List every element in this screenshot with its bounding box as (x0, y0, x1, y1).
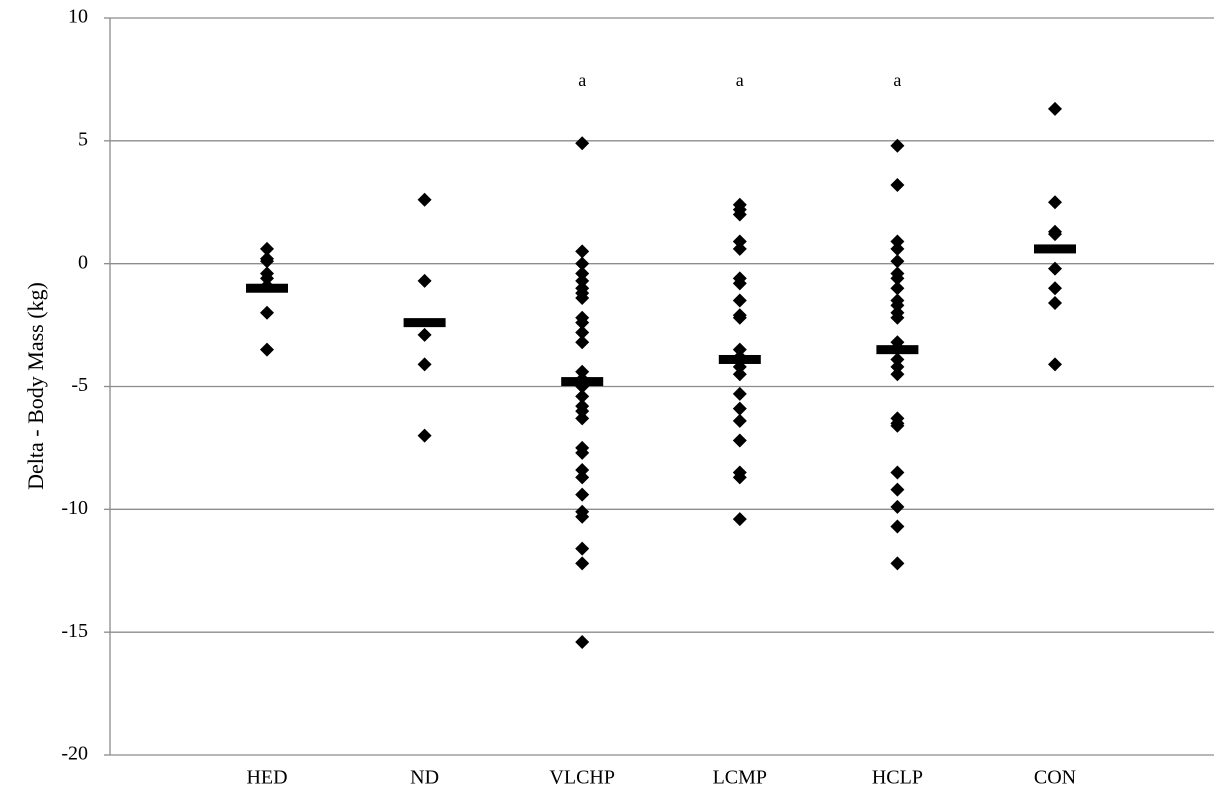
data-point (575, 364, 590, 379)
data-point (890, 241, 905, 256)
y-tick-label: 0 (78, 251, 88, 273)
data-point (575, 273, 590, 288)
y-tick-label: 10 (68, 6, 88, 28)
data-point (575, 634, 590, 649)
data-point (732, 401, 747, 416)
data-point (732, 241, 747, 256)
annotation: a (893, 70, 901, 90)
mean-bar (1034, 244, 1076, 254)
data-point (575, 389, 590, 404)
x-tick-label: HED (246, 767, 287, 789)
data-point (732, 234, 747, 249)
data-point (575, 470, 590, 485)
y-tick-label: 5 (78, 128, 88, 150)
mean-bar (718, 354, 761, 364)
mean-bar (876, 345, 919, 355)
data-point (575, 291, 590, 306)
data-point (260, 305, 274, 320)
y-tick-label: -15 (61, 620, 88, 642)
data-point (890, 178, 905, 193)
x-tick-label: VLCHP (549, 767, 615, 789)
data-point (890, 556, 905, 571)
data-point (732, 512, 747, 527)
data-point (1048, 295, 1062, 310)
annotation: a (578, 70, 586, 90)
annotation: a (736, 70, 744, 90)
data-point (732, 413, 747, 428)
data-point (732, 433, 747, 448)
data-point (575, 541, 590, 556)
data-point (890, 352, 905, 367)
x-tick-label: HCLP (872, 767, 923, 789)
data-point (260, 271, 274, 286)
data-point (575, 315, 590, 330)
data-point (575, 325, 590, 340)
y-tick-label: -10 (61, 497, 88, 519)
y-tick-label: -5 (71, 374, 88, 396)
data-point (575, 487, 590, 502)
data-point (732, 276, 747, 291)
data-point (890, 465, 905, 480)
data-point (890, 359, 905, 374)
data-point (575, 335, 590, 350)
data-point (1048, 101, 1062, 116)
data-point (1048, 281, 1062, 296)
data-point (732, 367, 747, 382)
data-point (732, 207, 747, 222)
data-point (1048, 357, 1062, 372)
data-point (890, 271, 905, 286)
data-point (575, 266, 590, 281)
data-point (890, 482, 905, 497)
data-point (575, 445, 590, 460)
x-tick-label: ND (410, 767, 439, 789)
mean-bar (561, 377, 604, 387)
mean-bar (403, 318, 446, 328)
data-point (417, 273, 432, 288)
data-point (890, 298, 905, 313)
x-tick-label: CON (1034, 767, 1076, 789)
data-point (575, 509, 590, 524)
data-point (732, 293, 747, 308)
data-point (890, 499, 905, 514)
data-point (1048, 227, 1062, 242)
data-point (575, 256, 590, 271)
data-point (890, 418, 905, 433)
data-point (732, 310, 747, 325)
data-point (417, 428, 432, 443)
data-point (260, 241, 274, 256)
data-point (890, 138, 905, 153)
data-point (890, 367, 905, 382)
data-point (260, 342, 274, 357)
data-point (1048, 261, 1062, 276)
y-axis-label: Delta - Body Mass (kg) (23, 282, 48, 490)
data-point (890, 519, 905, 534)
data-point (575, 556, 590, 571)
data-point (575, 244, 590, 259)
data-point (417, 327, 432, 342)
data-point (575, 463, 590, 478)
data-point (575, 404, 590, 419)
data-point (732, 470, 747, 485)
data-point (732, 386, 747, 401)
data-point (575, 136, 590, 151)
data-point (260, 254, 274, 269)
data-point (732, 342, 747, 357)
mean-bar (246, 283, 288, 293)
data-point (417, 357, 432, 372)
data-point (890, 254, 905, 269)
data-point (1048, 195, 1062, 210)
data-point (890, 310, 905, 325)
data-point (575, 411, 590, 426)
data-point (890, 281, 905, 296)
x-tick-label: LCMP (713, 767, 767, 789)
data-point (417, 192, 432, 207)
y-tick-label: -20 (61, 743, 88, 765)
data-point (890, 234, 905, 249)
